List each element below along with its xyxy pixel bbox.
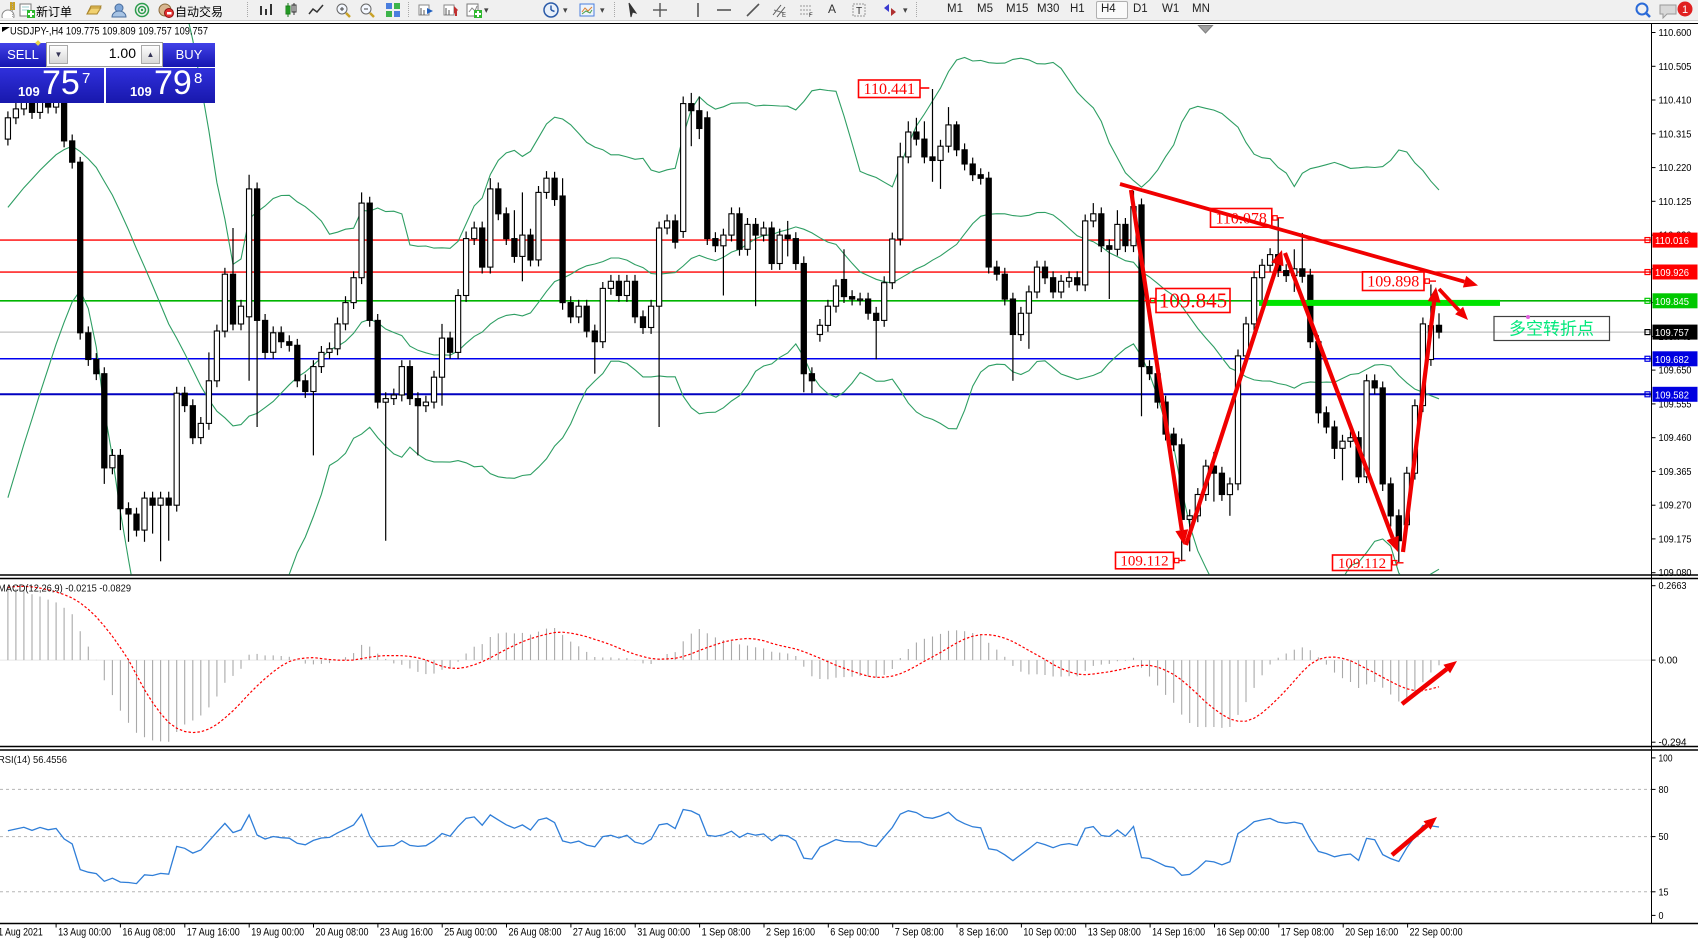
svg-text:14 Sep 16:00: 14 Sep 16:00 (1152, 927, 1205, 939)
svg-text:16 Aug 08:00: 16 Aug 08:00 (122, 927, 175, 939)
svg-text:多空转折点: 多空转折点 (1509, 320, 1594, 339)
svg-text:27 Aug 16:00: 27 Aug 16:00 (573, 927, 626, 939)
svg-text:110.410: 110.410 (1659, 96, 1692, 107)
svg-text:109.270: 109.270 (1659, 501, 1692, 512)
svg-text:13 Sep 08:00: 13 Sep 08:00 (1088, 927, 1141, 939)
svg-text:MACD(12,26,9) -0.0215 -0.0829: MACD(12,26,9) -0.0215 -0.0829 (0, 583, 131, 595)
svg-text:13 Aug 00:00: 13 Aug 00:00 (58, 927, 111, 939)
svg-text:10 Sep 00:00: 10 Sep 00:00 (1023, 927, 1076, 939)
svg-text:109.555: 109.555 (1659, 399, 1692, 410)
svg-text:7 Sep 08:00: 7 Sep 08:00 (895, 927, 944, 939)
svg-text:0.00: 0.00 (1659, 656, 1678, 667)
svg-text:100: 100 (1659, 753, 1673, 764)
svg-text:16 Sep 00:00: 16 Sep 00:00 (1217, 927, 1270, 939)
svg-text:109.898: 109.898 (1367, 274, 1419, 291)
svg-text:109.365: 109.365 (1659, 467, 1692, 478)
svg-text:109.845: 109.845 (1655, 297, 1689, 308)
svg-text:19 Aug 00:00: 19 Aug 00:00 (251, 927, 304, 939)
svg-text:8 Sep 16:00: 8 Sep 16:00 (959, 927, 1008, 939)
svg-text:15: 15 (1659, 887, 1669, 898)
svg-text:31 Aug 00:00: 31 Aug 00:00 (637, 927, 690, 939)
svg-text:109.650: 109.650 (1659, 366, 1692, 377)
svg-text:23 Aug 16:00: 23 Aug 16:00 (380, 927, 433, 939)
svg-text:E: E (782, 13, 786, 18)
svg-text:109.757: 109.757 (1655, 328, 1689, 339)
svg-text:109.582: 109.582 (1655, 390, 1689, 401)
svg-text:17 Sep 08:00: 17 Sep 08:00 (1281, 927, 1334, 939)
svg-text:22 Sep 00:00: 22 Sep 00:00 (1410, 927, 1463, 939)
svg-text:0.2663: 0.2663 (1659, 581, 1687, 592)
svg-text:20 Sep 16:00: 20 Sep 16:00 (1345, 927, 1398, 939)
svg-text:RSI(14) 56.4556: RSI(14) 56.4556 (0, 754, 67, 766)
svg-text:2 Sep 16:00: 2 Sep 16:00 (766, 927, 815, 939)
svg-text:1: 1 (1682, 4, 1688, 16)
svg-text:50: 50 (1659, 832, 1669, 843)
svg-text:6 Sep 00:00: 6 Sep 00:00 (830, 927, 879, 939)
svg-text:1 Sep 08:00: 1 Sep 08:00 (702, 927, 751, 939)
svg-text:109.112: 109.112 (1338, 556, 1386, 572)
svg-text:109.460: 109.460 (1659, 433, 1692, 444)
svg-text:110.078: 110.078 (1215, 210, 1266, 227)
svg-text:109.175: 109.175 (1659, 534, 1692, 545)
svg-text:20 Aug 08:00: 20 Aug 08:00 (316, 927, 369, 939)
svg-text:26 Aug 08:00: 26 Aug 08:00 (509, 927, 562, 939)
svg-text:0: 0 (1659, 911, 1664, 922)
svg-text:11 Aug 2021: 11 Aug 2021 (0, 927, 43, 939)
svg-text:109.845: 109.845 (1159, 289, 1227, 313)
svg-text:110.315: 110.315 (1659, 129, 1692, 140)
svg-text:25 Aug 00:00: 25 Aug 00:00 (444, 927, 497, 939)
svg-text:110.505: 110.505 (1659, 62, 1692, 73)
svg-text:110.016: 110.016 (1655, 236, 1689, 247)
svg-text:T: T (856, 6, 862, 17)
svg-text:109.682: 109.682 (1655, 355, 1689, 366)
svg-text:110.441: 110.441 (864, 81, 915, 98)
svg-text:110.600: 110.600 (1659, 28, 1692, 39)
svg-text:80: 80 (1659, 785, 1669, 796)
svg-text:110.125: 110.125 (1659, 197, 1692, 208)
svg-text:-0.294: -0.294 (1659, 738, 1687, 749)
svg-text:109.926: 109.926 (1655, 268, 1689, 279)
svg-text:109.080: 109.080 (1659, 568, 1692, 579)
svg-text:17 Aug 16:00: 17 Aug 16:00 (187, 927, 240, 939)
svg-text:F: F (809, 13, 813, 18)
svg-text:USDJPY-,H4 109.775 109.809 10: USDJPY-,H4 109.775 109.809 109.757 109.7… (10, 26, 208, 38)
svg-text:110.220: 110.220 (1659, 163, 1692, 174)
svg-text:109.112: 109.112 (1120, 554, 1168, 570)
